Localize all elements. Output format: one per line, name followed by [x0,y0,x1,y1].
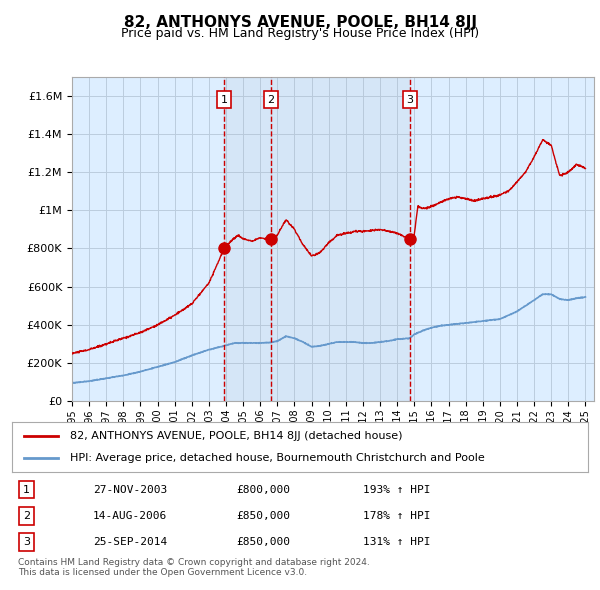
Text: 2: 2 [268,94,274,104]
Bar [224,77,271,401]
Text: This data is licensed under the Open Government Licence v3.0.: This data is licensed under the Open Gov… [18,568,307,576]
Text: 1: 1 [23,484,30,494]
Text: £850,000: £850,000 [236,511,290,521]
Text: 14-AUG-2006: 14-AUG-2006 [92,511,167,521]
Text: HPI: Average price, detached house, Bournemouth Christchurch and Poole: HPI: Average price, detached house, Bour… [70,453,484,463]
Text: 2: 2 [23,511,30,521]
Text: £850,000: £850,000 [236,537,290,547]
Text: 131% ↑ HPI: 131% ↑ HPI [364,537,431,547]
Text: 178% ↑ HPI: 178% ↑ HPI [364,511,431,521]
Text: 27-NOV-2003: 27-NOV-2003 [92,484,167,494]
Text: £800,000: £800,000 [236,484,290,494]
Text: Contains HM Land Registry data © Crown copyright and database right 2024.: Contains HM Land Registry data © Crown c… [18,558,370,566]
Bar [271,77,410,401]
Text: 82, ANTHONYS AVENUE, POOLE, BH14 8JJ (detached house): 82, ANTHONYS AVENUE, POOLE, BH14 8JJ (de… [70,431,402,441]
Text: 193% ↑ HPI: 193% ↑ HPI [364,484,431,494]
Text: 82, ANTHONYS AVENUE, POOLE, BH14 8JJ: 82, ANTHONYS AVENUE, POOLE, BH14 8JJ [124,15,476,30]
Text: 25-SEP-2014: 25-SEP-2014 [92,537,167,547]
Text: Price paid vs. HM Land Registry's House Price Index (HPI): Price paid vs. HM Land Registry's House … [121,27,479,40]
Text: 1: 1 [221,94,228,104]
Text: 3: 3 [23,537,30,547]
Text: 3: 3 [406,94,413,104]
